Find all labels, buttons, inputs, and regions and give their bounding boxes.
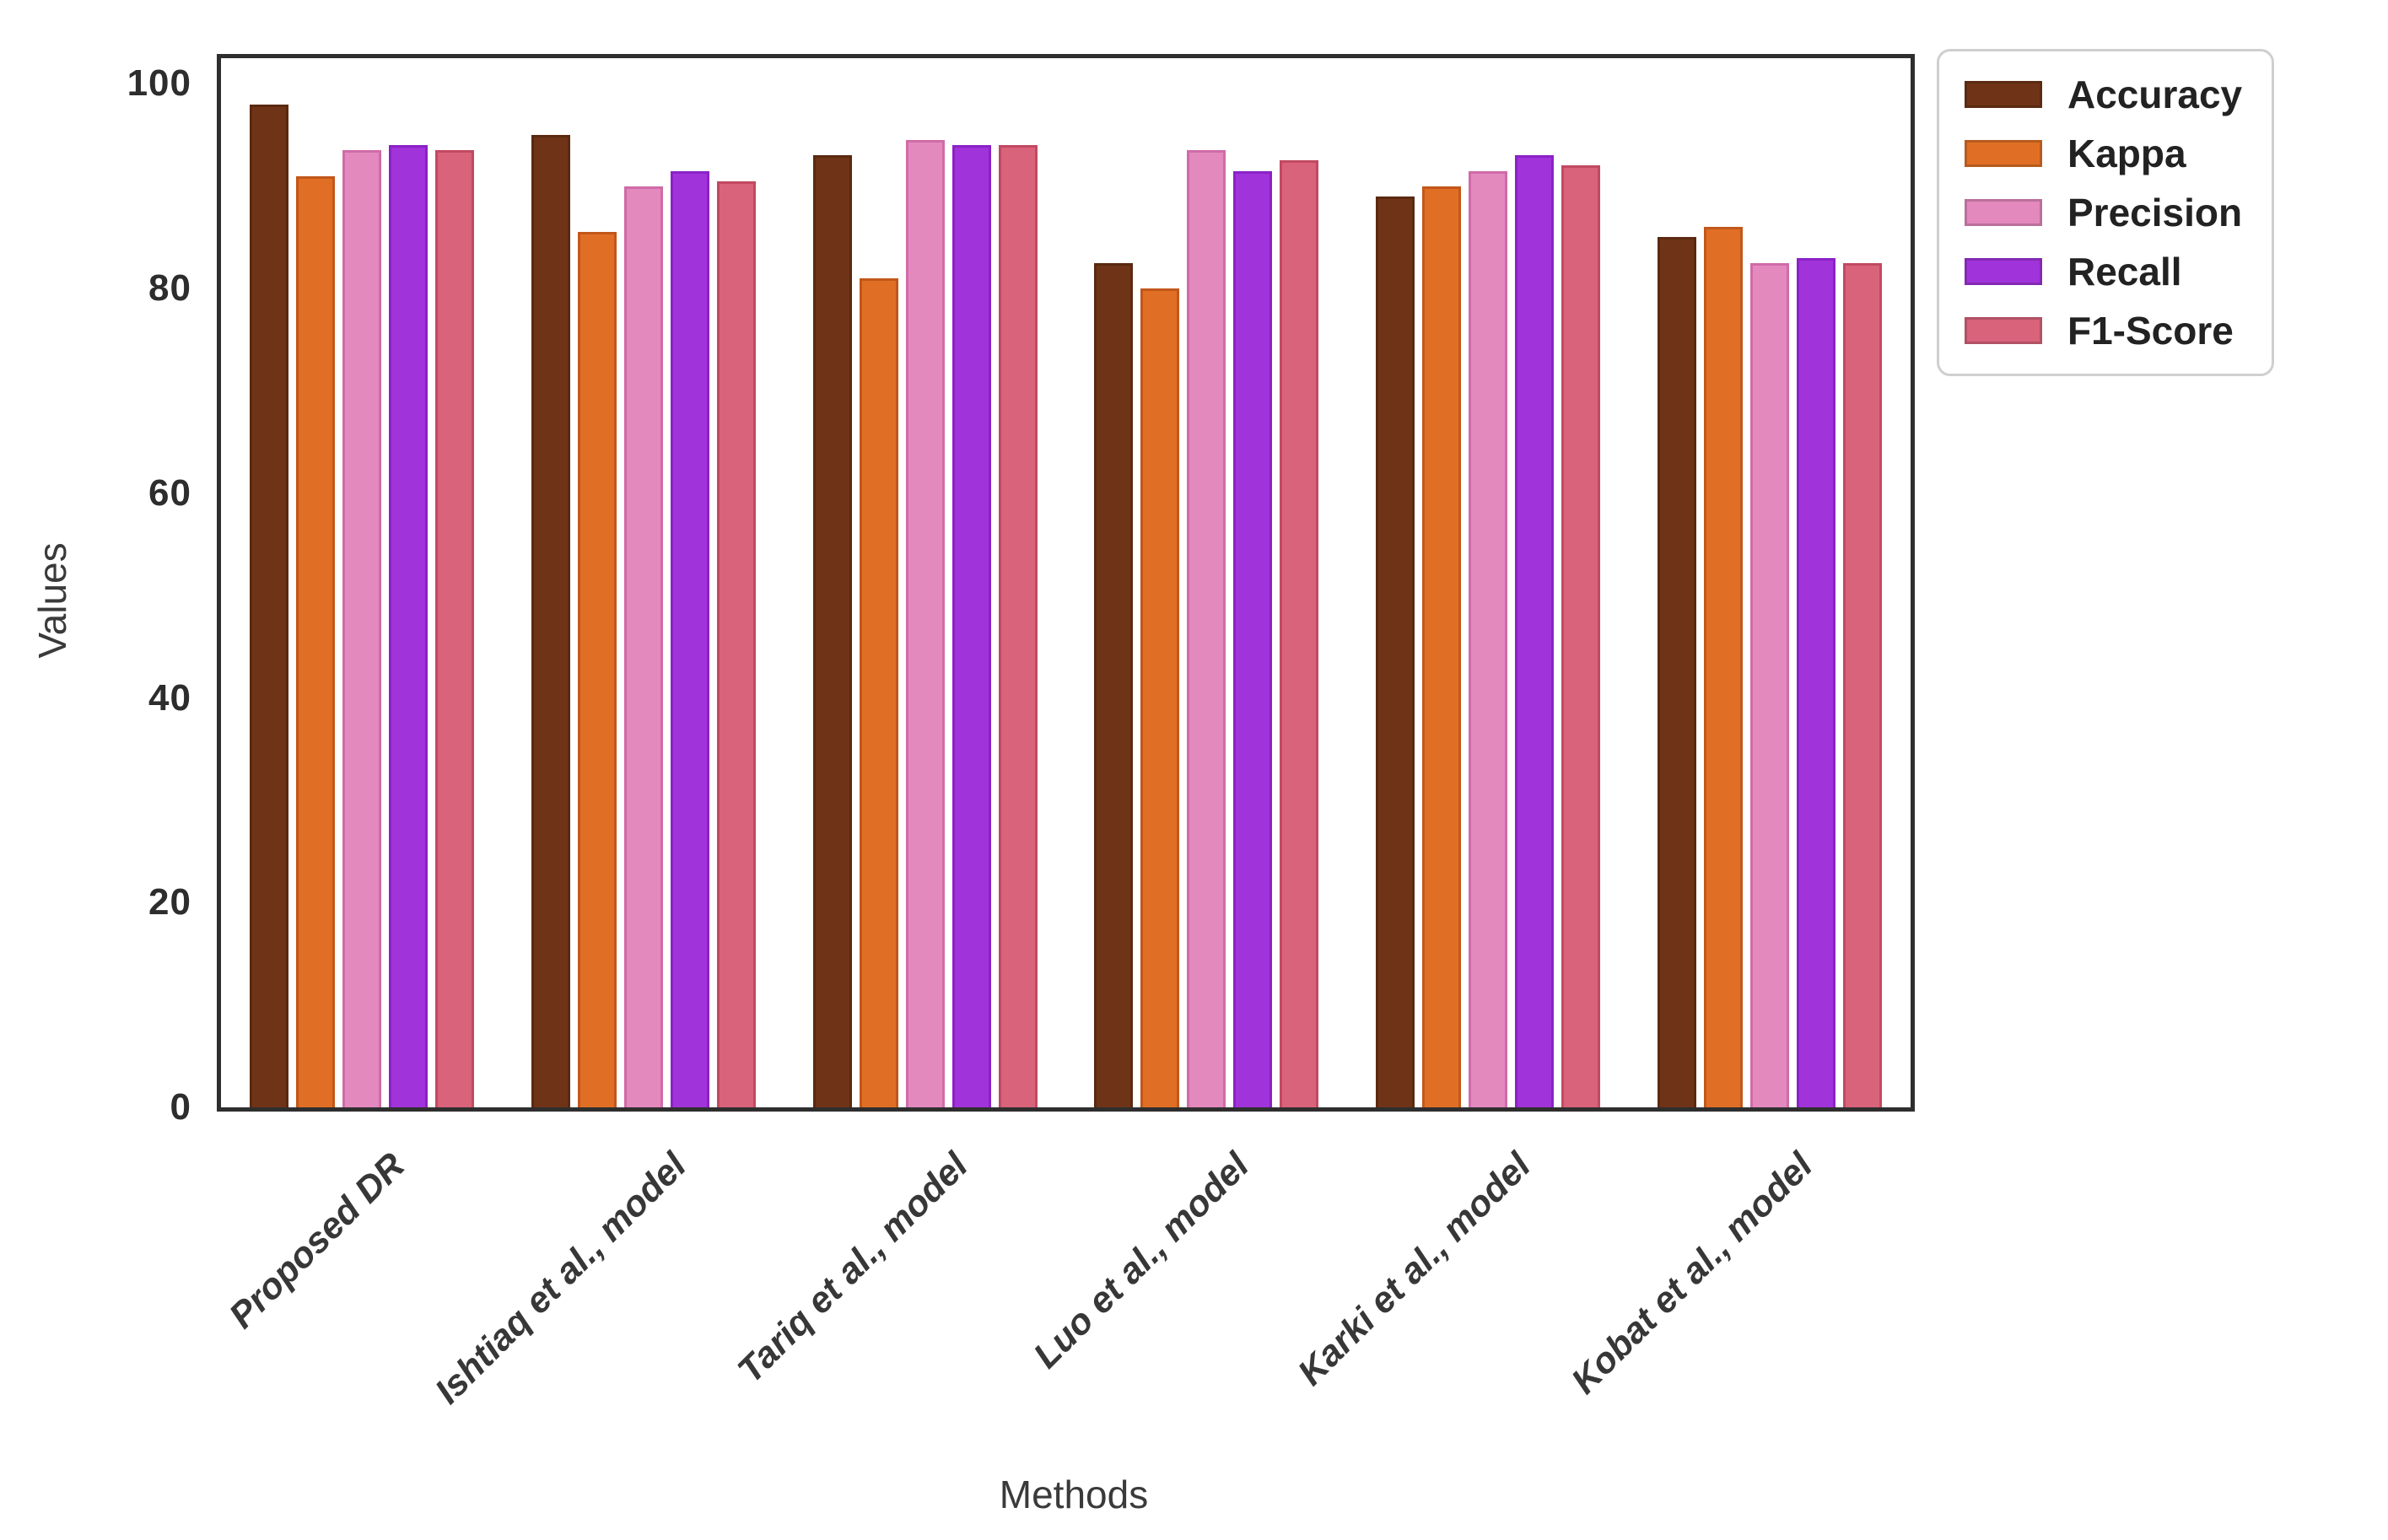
y-tick-label: 20 [148,881,191,923]
bar-recall [388,145,428,1107]
y-axis-tick-labels: 0 20 40 60 80 100 [0,58,191,1126]
x-tick-label: Tariq et al., model [730,1144,976,1392]
bar-f1-score [1561,165,1601,1107]
bar-f1-score [716,180,756,1107]
x-tick-label: Luo et al., model [1026,1144,1258,1376]
bar-recall [670,170,709,1107]
y-tick-label: 100 [127,62,191,105]
legend-item: Recall [1965,252,2246,291]
x-axis-title: Methods [999,1473,1149,1516]
bar-recall [1515,155,1555,1107]
legend-swatch-recall [1965,258,2042,285]
bar-precision [905,140,945,1107]
bar-precision [1187,150,1226,1107]
legend-label: Precision [2067,191,2243,234]
y-tick-label: 40 [148,676,191,719]
bar-precision [1469,170,1508,1107]
x-tick-label: Karki et al., model [1290,1144,1539,1394]
bar-precision [1750,262,1790,1107]
bar-precision [623,186,663,1107]
bar-kappa [859,277,898,1107]
bar-groups [221,58,1911,1107]
y-tick-label: 0 [170,1086,191,1128]
bar-accuracy [249,104,288,1107]
bar-accuracy [1376,196,1415,1107]
legend-swatch-precision [1965,199,2042,226]
legend: Accuracy Kappa Precision Recall F1-Score [1937,49,2274,376]
bar-accuracy [1658,237,1697,1107]
legend-label: Accuracy [2067,73,2243,116]
y-tick-label: 60 [148,471,191,514]
x-tick-label: Proposed DR [221,1144,412,1337]
bar-group [221,58,503,1107]
bar-recall [951,145,991,1107]
bar-group [1065,58,1347,1107]
legend-item: Accuracy [1965,75,2246,114]
bar-group [503,58,784,1107]
plot-area [217,54,1915,1112]
legend-swatch-accuracy [1965,81,2042,108]
bar-recall [1233,170,1273,1107]
legend-swatch-f1-score [1965,317,2042,344]
bar-f1-score [998,145,1038,1107]
legend-swatch-kappa [1965,140,2042,167]
bar-kappa [577,232,617,1107]
bar-group [784,58,1066,1107]
y-tick-label: 80 [148,267,191,310]
legend-item: F1-Score [1965,311,2246,350]
bar-f1-score [1280,160,1319,1107]
bar-accuracy [812,155,852,1107]
bar-kappa [1704,227,1744,1107]
x-tick-label: Ishtiaq et al., model [427,1144,694,1412]
bar-f1-score [434,150,474,1107]
legend-item: Kappa [1965,134,2246,173]
bar-f1-score [1843,262,1883,1107]
bar-accuracy [531,135,570,1107]
bar-recall [1797,257,1836,1107]
bar-kappa [1422,186,1462,1107]
bar-group [1629,58,1911,1107]
bar-kappa [1140,288,1180,1107]
legend-item: Precision [1965,193,2246,232]
legend-label: Kappa [2067,132,2186,175]
legend-label: F1-Score [2067,309,2234,353]
bar-accuracy [1094,262,1134,1107]
bar-group [1347,58,1629,1107]
bar-precision [342,150,381,1107]
bar-kappa [295,175,335,1107]
legend-label: Recall [2067,250,2182,293]
x-tick-label: Kobat et al., model [1563,1144,1820,1403]
